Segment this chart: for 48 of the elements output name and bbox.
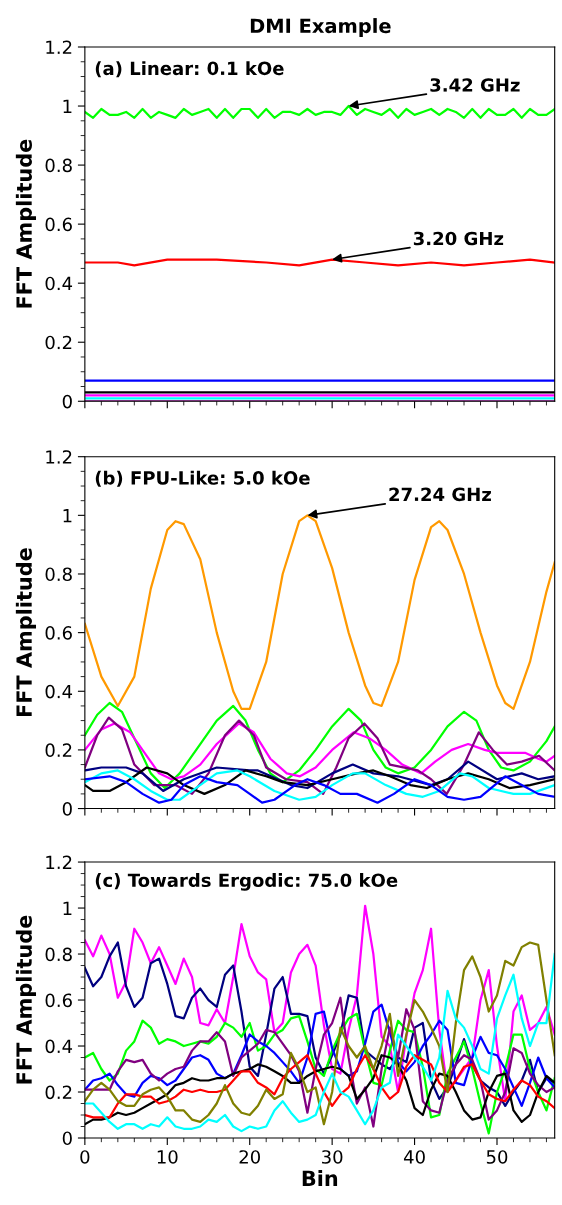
x-tick-label: 40 — [403, 1150, 425, 1164]
x-tick-label: 20 — [239, 1150, 260, 1164]
x-axis-title: Bin — [302, 1170, 338, 1186]
y-tick-label: 0.6 — [45, 626, 72, 640]
y-tick-label: 0.8 — [45, 567, 72, 582]
y-tick-label: 0.2 — [45, 1085, 72, 1100]
line-series — [84, 904, 555, 1103]
line-series — [84, 722, 555, 781]
x-tick-label: 30 — [322, 1150, 343, 1164]
y-tick-label: 1 — [63, 901, 72, 915]
annotation: 3.20 GHz — [413, 231, 504, 246]
y-axis-title: FFT Amplitude — [15, 139, 37, 308]
y-axis-title: FFT Amplitude — [15, 548, 37, 717]
y-tick-label: 0 — [62, 802, 72, 816]
y-axis-title: FFT Amplitude — [15, 915, 37, 1084]
line-series — [84, 1003, 555, 1107]
y-tick-label: 1.2 — [46, 40, 72, 54]
line-series — [84, 701, 555, 790]
y-tick-label: 1 — [63, 509, 72, 523]
text: (c) Towards Ergodic: 75.0 kOe — [95, 873, 398, 891]
annotation: 3.42 GHz — [430, 78, 520, 92]
y-tick-label: 0 — [62, 1131, 72, 1146]
y-tick-label: 0.2 — [45, 743, 72, 758]
line-series — [84, 996, 555, 1128]
line-series — [84, 775, 555, 804]
x-tick-label: 50 — [486, 1150, 508, 1164]
annotation: 27.24 GHz — [389, 487, 491, 502]
x-tick-label: 10 — [157, 1150, 178, 1164]
y-tick-label: 1.2 — [46, 855, 72, 869]
line-series — [84, 1012, 555, 1135]
x-tick-label: 0 — [80, 1150, 90, 1164]
line-series — [84, 769, 555, 801]
line-series — [84, 760, 555, 793]
text: (b) FPU-Like: 5.0 kOe — [95, 470, 310, 487]
y-tick-label: 0.4 — [45, 1039, 73, 1054]
y-tick-label: 0.2 — [45, 335, 72, 350]
y-tick-label: 0.6 — [45, 993, 72, 1008]
y-tick-label: 0.8 — [45, 158, 72, 173]
y-tick-label: 1 — [63, 99, 72, 113]
y-tick-label: 0.4 — [45, 276, 73, 291]
chart-title: DMI Example — [250, 18, 391, 37]
y-tick-label: 0 — [62, 394, 72, 409]
y-tick-label: 0.8 — [45, 947, 72, 962]
text: (a) Linear: 0.1 kOe — [95, 61, 284, 78]
y-tick-label: 1.2 — [46, 450, 72, 464]
y-tick-label: 0.4 — [45, 684, 73, 699]
line-series — [84, 716, 555, 795]
y-tick-label: 0.6 — [45, 217, 72, 232]
